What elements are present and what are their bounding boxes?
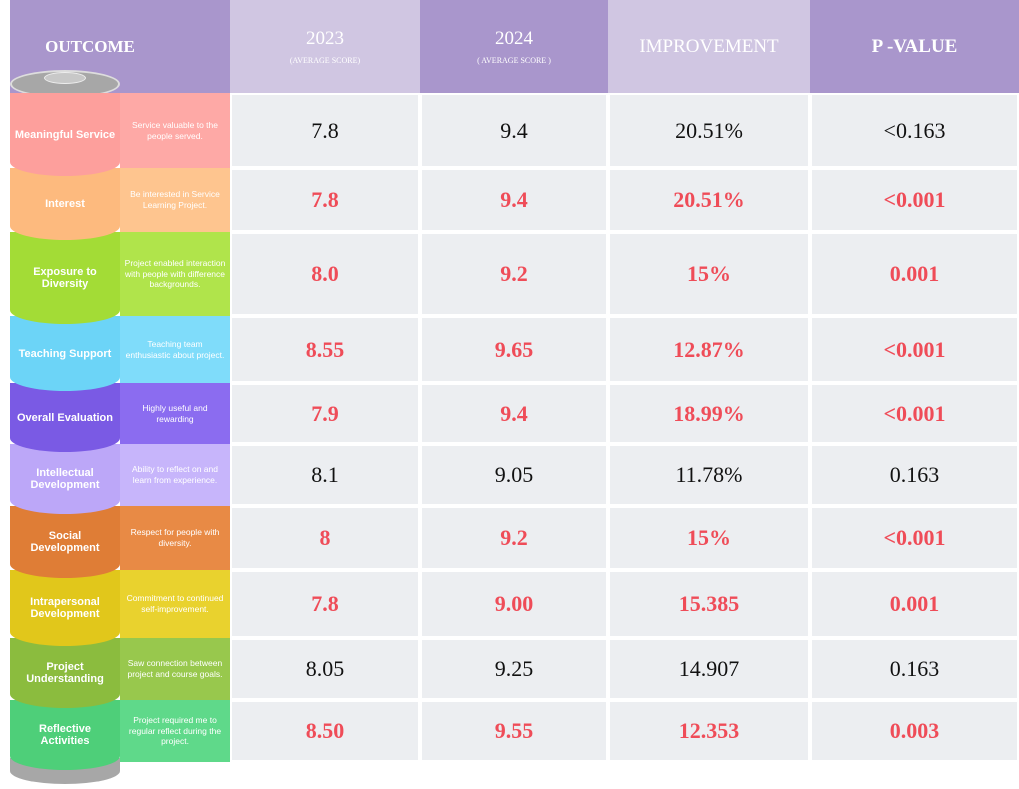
outcome-description: Be interested in Service Learning Projec…: [120, 168, 230, 232]
value-cell: 0.003: [810, 700, 1019, 762]
value-cell: 15%: [608, 232, 810, 316]
outcome-label: Exposure to Diversity: [10, 232, 120, 324]
value-cell: 8.50: [230, 700, 420, 762]
value-cell: 15.385: [608, 570, 810, 638]
value-cell: 9.4: [420, 168, 608, 232]
value-cell: 9.2: [420, 506, 608, 570]
value-cell: <0.001: [810, 383, 1019, 444]
header-text: P -VALUE: [871, 35, 958, 57]
outcome-description: Highly useful and rewarding: [120, 383, 230, 444]
outcome-label: Interest: [10, 168, 120, 240]
value-cell: 9.05: [420, 444, 608, 506]
header-year: 2023: [306, 28, 344, 49]
outcome-label: Teaching Support: [10, 316, 120, 391]
value-cell: 8.55: [230, 316, 420, 383]
outcome-description: Saw connection between project and cours…: [120, 638, 230, 700]
outcome-label: Overall Evaluation: [10, 383, 120, 452]
header-sub: (AVERAGE SCORE): [289, 56, 361, 65]
outcome-description: Service valuable to the people served.: [120, 93, 230, 168]
outcome-description: Project enabled interaction with people …: [120, 232, 230, 316]
value-cell: 7.8: [230, 168, 420, 232]
value-cell: 0.163: [810, 638, 1019, 700]
value-cell: 18.99%: [608, 383, 810, 444]
value-cell: 7.8: [230, 570, 420, 638]
header-2024: 2024 ( AVERAGE SCORE ): [420, 0, 608, 93]
header-improvement: IMPROVEMENT: [608, 0, 810, 93]
header-p-value: P -VALUE: [810, 0, 1019, 93]
value-cell: 8: [230, 506, 420, 570]
value-cell: 11.78%: [608, 444, 810, 506]
value-cell: 9.65: [420, 316, 608, 383]
outcome-description: Teaching team enthusiastic about project…: [120, 316, 230, 383]
outcome-label: Reflective Activities: [10, 700, 120, 770]
value-cell: 9.00: [420, 570, 608, 638]
value-cell: <0.001: [810, 316, 1019, 383]
value-cell: 8.05: [230, 638, 420, 700]
value-cell: 15%: [608, 506, 810, 570]
value-cell: 8.1: [230, 444, 420, 506]
value-cell: 9.55: [420, 700, 608, 762]
outcome-description: Respect for people with diversity.: [120, 506, 230, 570]
value-cell: <0.001: [810, 168, 1019, 232]
outcome-description: Ability to reflect on and learn from exp…: [120, 444, 230, 506]
value-cell: 9.4: [420, 383, 608, 444]
outcome-label: Intellectual Development: [10, 444, 120, 514]
value-cell: 9.2: [420, 232, 608, 316]
header-year: 2024: [495, 28, 533, 49]
header-outcome: OUTCOME: [45, 36, 135, 56]
value-cell: <0.163: [810, 93, 1019, 168]
value-cell: <0.001: [810, 506, 1019, 570]
cap-knob: [44, 72, 86, 84]
value-cell: 14.907: [608, 638, 810, 700]
header-sub: ( AVERAGE SCORE ): [477, 56, 551, 65]
value-cell: 9.25: [420, 638, 608, 700]
value-cell: 7.8: [230, 93, 420, 168]
header-2023: 2023 (AVERAGE SCORE): [230, 0, 420, 93]
outcome-label: Meaningful Service: [10, 93, 120, 176]
value-cell: 12.87%: [608, 316, 810, 383]
value-cell: 0.001: [810, 232, 1019, 316]
header-text: IMPROVEMENT: [639, 35, 779, 57]
value-cell: 9.4: [420, 93, 608, 168]
value-cell: 0.001: [810, 570, 1019, 638]
outcome-label: Intrapersonal Development: [10, 570, 120, 646]
value-cell: 12.353: [608, 700, 810, 762]
value-cell: 0.163: [810, 444, 1019, 506]
outcome-description: Project required me to regular reflect d…: [120, 700, 230, 762]
value-cell: 20.51%: [608, 93, 810, 168]
value-cell: 20.51%: [608, 168, 810, 232]
outcome-label: Social Development: [10, 506, 120, 578]
value-cell: 7.9: [230, 383, 420, 444]
value-cell: 8.0: [230, 232, 420, 316]
outcome-label: Project Understanding: [10, 638, 120, 708]
outcome-description: Commitment to continued self-improvement…: [120, 570, 230, 638]
